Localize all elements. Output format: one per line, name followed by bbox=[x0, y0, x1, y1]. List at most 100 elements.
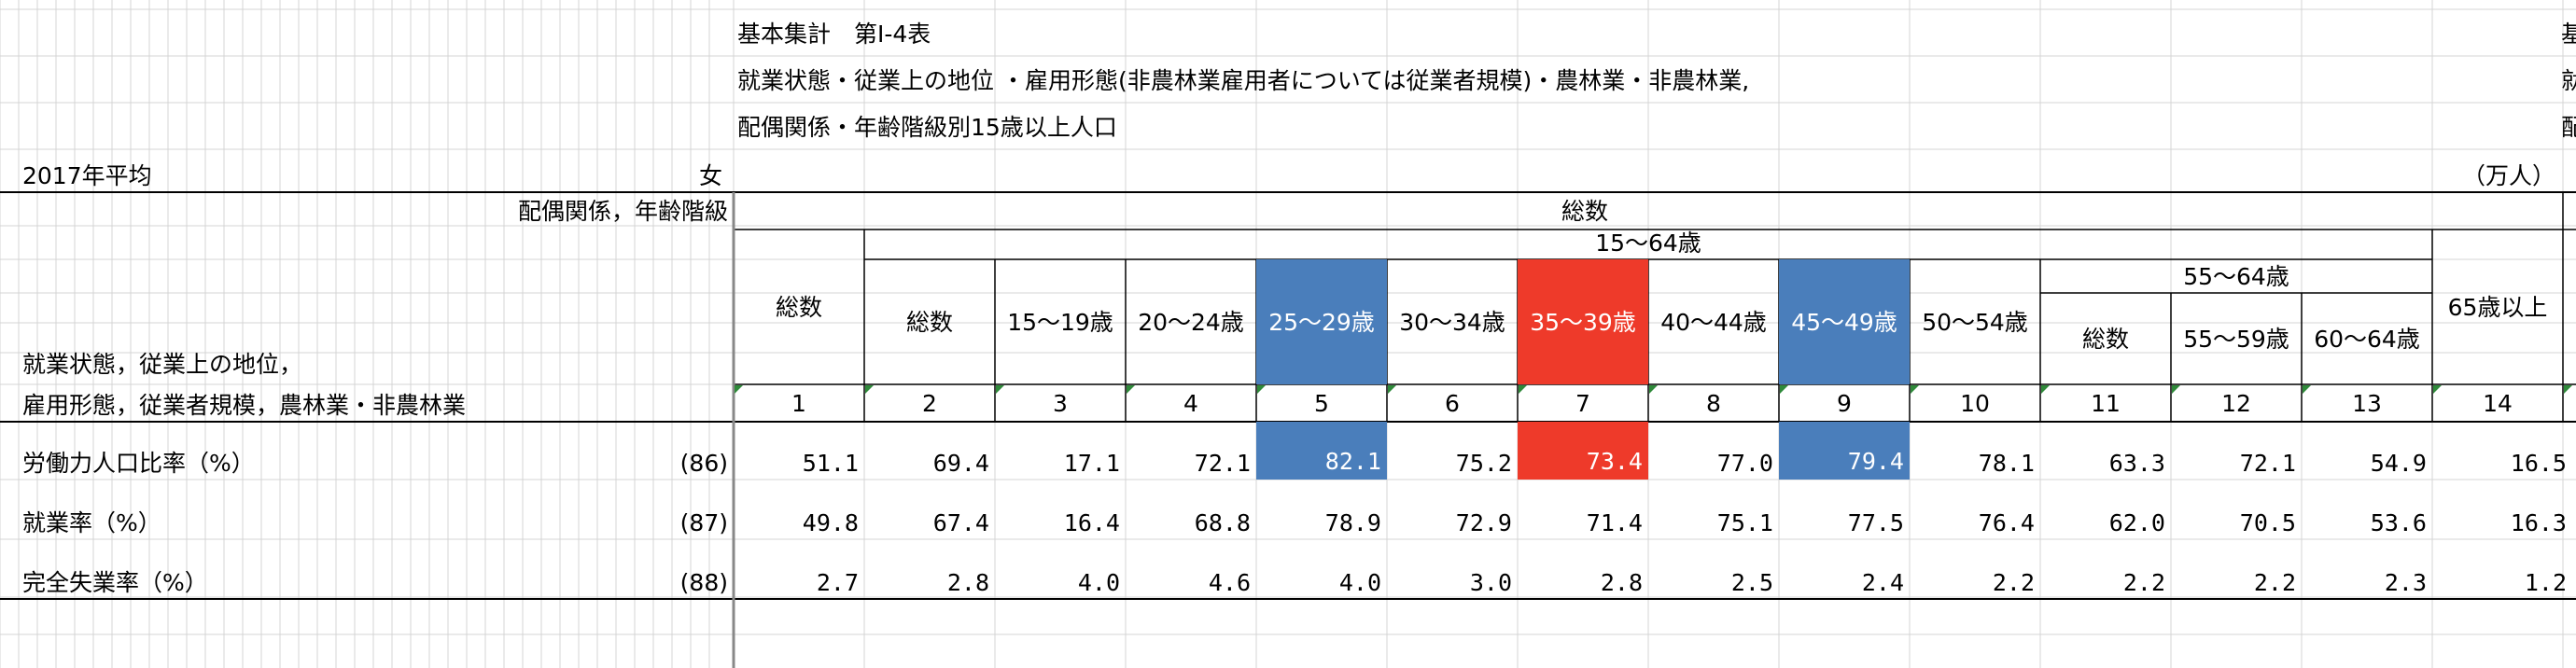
data-cell[interactable]: 4.6 bbox=[1208, 568, 1251, 596]
data-cell[interactable]: 72.9 bbox=[1455, 508, 1512, 536]
data-cell[interactable]: 2.2 bbox=[2253, 568, 2296, 596]
header-total-group[interactable]: 総数 bbox=[1561, 197, 1608, 225]
col-header-11[interactable]: 総数 bbox=[2081, 325, 2129, 353]
data-cell[interactable]: 4.0 bbox=[1338, 568, 1381, 596]
data-cell[interactable]: 77.5 bbox=[1847, 508, 1904, 536]
col-header-4[interactable]: 20～24歳 bbox=[1138, 308, 1244, 336]
data-cell[interactable]: 2.8 bbox=[1600, 568, 1643, 596]
data-cell[interactable]: 53.6 bbox=[2370, 508, 2427, 536]
data-cell[interactable]: 2.5 bbox=[1730, 568, 1773, 596]
col-header-6[interactable]: 30～34歳 bbox=[1399, 308, 1505, 336]
col-header-3[interactable]: 15～19歳 bbox=[1007, 308, 1113, 336]
col-number-10[interactable]: 10 bbox=[1960, 389, 1990, 417]
data-cell[interactable]: 51.1 bbox=[802, 449, 859, 477]
col-number-2[interactable]: 2 bbox=[922, 389, 937, 417]
data-cell[interactable]: 63.3 bbox=[2108, 449, 2165, 477]
data-cell[interactable]: 2.2 bbox=[1992, 568, 2035, 596]
col-header-13[interactable]: 60～64歳 bbox=[2314, 325, 2420, 353]
data-cell[interactable]: 16.5 bbox=[2510, 449, 2567, 477]
col-number-5[interactable]: 5 bbox=[1314, 389, 1329, 417]
row-code[interactable]: (86) bbox=[679, 449, 728, 477]
col-number-7[interactable]: 7 bbox=[1575, 389, 1590, 417]
col-header-5[interactable]: 25～29歳 bbox=[1256, 259, 1387, 384]
row-code[interactable]: (88) bbox=[679, 568, 728, 596]
data-cell[interactable]: 69.4 bbox=[932, 449, 989, 477]
data-cell[interactable]: 62.0 bbox=[2108, 508, 2165, 536]
col-number-9[interactable]: 9 bbox=[1837, 389, 1852, 417]
cell-marker-icon bbox=[1911, 385, 1919, 394]
cell-marker-icon bbox=[1127, 385, 1135, 394]
data-cell[interactable]: 3.0 bbox=[1469, 568, 1512, 596]
data-cell[interactable]: 54.9 bbox=[2370, 449, 2427, 477]
col-number-1[interactable]: 1 bbox=[791, 389, 806, 417]
col-header-14[interactable]: 65歳以上 bbox=[2447, 293, 2548, 321]
cut-off-cell-2[interactable]: 就 bbox=[2561, 66, 2576, 94]
col-header-1[interactable]: 総数 bbox=[775, 293, 822, 321]
data-cell[interactable]: 2.4 bbox=[1861, 568, 1904, 596]
col-header-7[interactable]: 35～39歳 bbox=[1518, 259, 1648, 384]
table-title[interactable]: 基本集計 第Ⅰ-4表 bbox=[737, 20, 931, 48]
data-cell[interactable]: 78.1 bbox=[1978, 449, 2035, 477]
header-corner-bottom-1[interactable]: 就業状態，従業上の地位， bbox=[22, 350, 303, 378]
data-cell[interactable]: 2.3 bbox=[2384, 568, 2427, 596]
col-number-14[interactable]: 14 bbox=[2483, 389, 2513, 417]
data-cell[interactable]: 2.7 bbox=[816, 568, 859, 596]
data-cell[interactable]: 49.8 bbox=[802, 508, 859, 536]
table-subtitle-1[interactable]: 就業状態・従業上の地位 ・雇用形態(非農林業雇用者については従業者規模)・農林業… bbox=[737, 66, 1750, 94]
row-label-unemployment-rate[interactable]: 完全失業率（%） bbox=[22, 568, 208, 596]
header-corner-bottom-2[interactable]: 雇用形態，従業者規模，農林業・非農林業 bbox=[22, 391, 467, 419]
col-number-4[interactable]: 4 bbox=[1183, 389, 1198, 417]
data-cell[interactable]: 71.4 bbox=[1586, 508, 1643, 536]
data-cell-highlighted[interactable]: 73.4 bbox=[1518, 422, 1648, 480]
header-corner-top[interactable]: 配偶関係，年齢階級 bbox=[517, 197, 728, 225]
col-number-11[interactable]: 11 bbox=[2091, 389, 2121, 417]
cell-marker-icon bbox=[1649, 385, 1658, 394]
data-cell[interactable]: 76.4 bbox=[1978, 508, 2035, 536]
row-code[interactable]: (87) bbox=[679, 508, 728, 536]
data-cell[interactable]: 17.1 bbox=[1063, 449, 1120, 477]
col-number-6[interactable]: 6 bbox=[1445, 389, 1460, 417]
col-header-8[interactable]: 40～44歳 bbox=[1660, 308, 1767, 336]
data-cell[interactable]: 2.8 bbox=[946, 568, 989, 596]
data-cell[interactable]: 1.2 bbox=[2524, 568, 2567, 596]
col-header-9[interactable]: 45～49歳 bbox=[1779, 259, 1910, 384]
col-header-2[interactable]: 総数 bbox=[905, 308, 953, 336]
sex-label[interactable]: 女 bbox=[698, 161, 722, 189]
data-cell[interactable]: 75.2 bbox=[1455, 449, 1512, 477]
year-label[interactable]: 2017年平均 bbox=[22, 161, 152, 189]
cell-marker-icon bbox=[2172, 385, 2180, 394]
cut-off-cell-1[interactable]: 基 bbox=[2561, 20, 2576, 48]
cut-off-cell-3[interactable]: 配 bbox=[2561, 113, 2576, 141]
col-number-3[interactable]: 3 bbox=[1053, 389, 1068, 417]
data-cell[interactable]: 77.0 bbox=[1716, 449, 1773, 477]
col-number-12[interactable]: 12 bbox=[2221, 389, 2251, 417]
data-cell[interactable]: 78.9 bbox=[1324, 508, 1381, 536]
data-cell[interactable]: 68.8 bbox=[1194, 508, 1251, 536]
data-cell[interactable]: 70.5 bbox=[2239, 508, 2296, 536]
data-cell[interactable]: 2.2 bbox=[2122, 568, 2165, 596]
row-label-employment-rate[interactable]: 就業率（%） bbox=[22, 508, 161, 536]
header-group-55-64[interactable]: 55～64歳 bbox=[2183, 262, 2289, 290]
row-label-labor-force-rate[interactable]: 労働力人口比率（%） bbox=[22, 449, 255, 477]
data-cell[interactable]: 72.1 bbox=[2239, 449, 2296, 477]
cell-marker-icon bbox=[1388, 385, 1396, 394]
data-cell-highlighted[interactable]: 79.4 bbox=[1779, 422, 1910, 480]
data-cell-highlighted[interactable]: 82.1 bbox=[1256, 422, 1387, 480]
table-subtitle-2[interactable]: 配偶関係・年齢階級別15歳以上人口 bbox=[737, 113, 1117, 141]
header-group-15-64[interactable]: 15～64歳 bbox=[1595, 229, 1701, 257]
col-header-12[interactable]: 55～59歳 bbox=[2183, 325, 2289, 353]
data-cell[interactable]: 16.3 bbox=[2510, 508, 2567, 536]
unit-label[interactable]: （万人） bbox=[2461, 161, 2555, 189]
data-cell[interactable]: 75.1 bbox=[1716, 508, 1773, 536]
data-cell[interactable]: 4.0 bbox=[1077, 568, 1120, 596]
col-header-10[interactable]: 50～54歳 bbox=[1922, 308, 2028, 336]
cell-marker-icon bbox=[996, 385, 1004, 394]
data-cell[interactable]: 67.4 bbox=[932, 508, 989, 536]
cell-marker-icon bbox=[735, 385, 743, 394]
col-number-13[interactable]: 13 bbox=[2352, 389, 2382, 417]
data-cell[interactable]: 72.1 bbox=[1194, 449, 1251, 477]
cell-marker-icon bbox=[1257, 385, 1266, 394]
col-number-8[interactable]: 8 bbox=[1706, 389, 1721, 417]
data-cell[interactable]: 16.4 bbox=[1063, 508, 1120, 536]
